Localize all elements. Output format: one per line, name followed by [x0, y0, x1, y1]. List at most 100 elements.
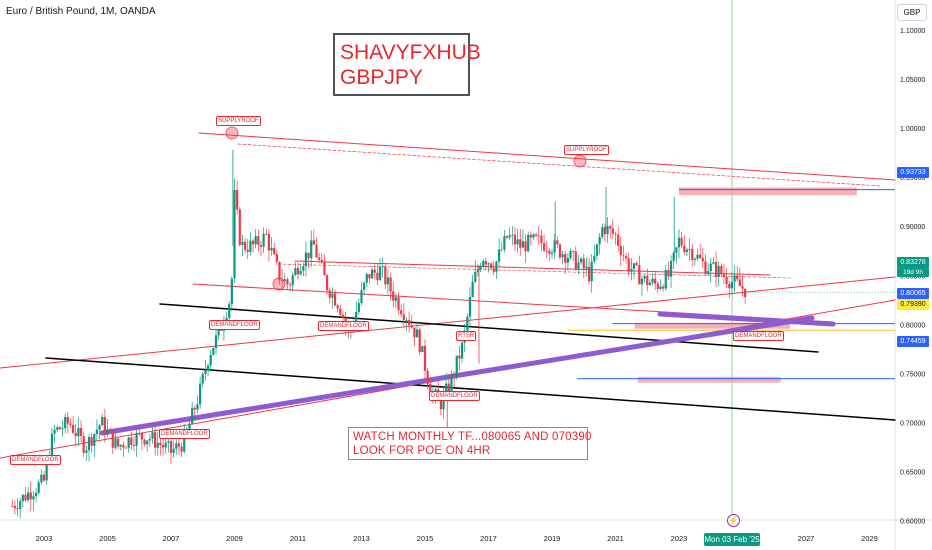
- candle-body: [378, 267, 382, 281]
- candle-body: [709, 263, 712, 272]
- candle-body: [569, 251, 572, 259]
- candle-body: [323, 262, 326, 276]
- y-tick-label: 0.70000: [900, 420, 925, 427]
- currency-selector[interactable]: GBP: [897, 4, 927, 21]
- candle-body: [42, 474, 46, 481]
- price-tag-last[interactable]: 0.83278: [897, 257, 929, 268]
- candle-body: [212, 348, 215, 355]
- candle-body: [643, 275, 646, 279]
- candle-body: [32, 496, 35, 500]
- candle-body: [24, 494, 27, 501]
- rtsr-label: RTSR: [456, 331, 477, 341]
- candle-body: [175, 443, 178, 449]
- candle-body: [730, 281, 734, 289]
- candle-body: [672, 252, 675, 261]
- candle-body: [439, 397, 442, 410]
- candle-body: [146, 440, 149, 445]
- candle-body: [720, 265, 723, 275]
- neckline-dashed: [277, 263, 791, 279]
- candle-body: [699, 254, 702, 259]
- candle-body: [654, 278, 657, 284]
- candle-body: [606, 226, 609, 235]
- candle-body: [164, 442, 167, 448]
- candle-body: [701, 258, 704, 262]
- lightning-icon[interactable]: ⚡: [727, 514, 740, 527]
- candle-body: [199, 383, 202, 405]
- candle-body: [495, 261, 498, 272]
- price-tag-074459[interactable]: 0.74459: [897, 336, 929, 347]
- candle-body: [611, 228, 614, 234]
- candle-body: [558, 244, 562, 258]
- candle-body: [677, 237, 681, 248]
- price-tag-079390[interactable]: 0.79390: [897, 299, 929, 310]
- candle-body: [11, 505, 14, 507]
- candle-body: [82, 436, 85, 453]
- candle-body: [524, 241, 527, 252]
- candle-body: [508, 235, 511, 238]
- candle-body: [693, 258, 696, 261]
- candle-body: [527, 234, 530, 252]
- candle-body: [368, 273, 371, 279]
- candle-body: [683, 245, 686, 253]
- title-line-2: GBPJPY: [340, 66, 423, 89]
- candle-body: [365, 273, 368, 283]
- upper-channel-trendline: [0, 276, 896, 369]
- candle-body: [460, 342, 464, 359]
- candle-body: [744, 288, 747, 298]
- candle-body: [259, 245, 263, 247]
- candle-body: [286, 279, 289, 285]
- candle-body: [27, 492, 30, 501]
- candle-body: [172, 448, 175, 453]
- candle-body: [56, 427, 59, 430]
- candle-body: [500, 249, 503, 251]
- candle-body: [265, 233, 268, 235]
- y-tick-label: 1.00000: [900, 126, 925, 133]
- candle-body: [474, 271, 477, 282]
- candle-body: [127, 437, 130, 448]
- candle-body: [505, 236, 509, 238]
- x-tick-label: 2011: [290, 534, 306, 543]
- candle-body: [516, 239, 519, 245]
- candle-body: [21, 494, 24, 502]
- candle-body: [116, 438, 120, 447]
- candle-body: [246, 249, 249, 252]
- candle-body: [513, 234, 517, 245]
- candle-body: [447, 383, 450, 393]
- candle-body: [659, 286, 662, 289]
- candle-body: [53, 429, 56, 434]
- x-tick-label: 2027: [798, 534, 815, 543]
- note-line-1: WATCH MONTHLY TF...080065 AND 070390: [353, 431, 592, 443]
- candle-body: [566, 258, 569, 263]
- candle-body: [572, 251, 575, 252]
- candle-body: [540, 235, 543, 244]
- candle-body: [93, 434, 96, 446]
- candle-body: [619, 245, 622, 256]
- candle-body: [397, 297, 400, 311]
- price-tag-093733[interactable]: 0.93733: [897, 167, 929, 178]
- candle-body: [484, 260, 487, 265]
- candle-body: [632, 263, 636, 269]
- candle-body: [138, 432, 141, 434]
- candle-body: [622, 255, 625, 257]
- candle-body: [545, 250, 548, 252]
- candle-body: [29, 492, 32, 500]
- candle-body: [228, 304, 231, 318]
- candle-body: [384, 266, 387, 285]
- candle-body: [77, 428, 80, 437]
- candle-body: [394, 297, 397, 301]
- candle-body: [87, 437, 91, 451]
- price-tag-080065[interactable]: 0.80065: [897, 288, 929, 299]
- note-annotation: WATCH MONTHLY TF...080065 AND 070390 LOO…: [348, 427, 592, 460]
- candle-body: [267, 234, 270, 251]
- candle-body: [519, 239, 522, 248]
- candle-body: [72, 424, 75, 433]
- x-tick-label: 2009: [226, 534, 243, 543]
- candle-body: [291, 275, 294, 286]
- candle-body: [320, 259, 323, 263]
- candle-body: [542, 243, 546, 251]
- candle-body: [79, 428, 83, 437]
- candle-body: [204, 370, 207, 375]
- candle-body: [278, 261, 281, 281]
- candle-body: [738, 279, 741, 287]
